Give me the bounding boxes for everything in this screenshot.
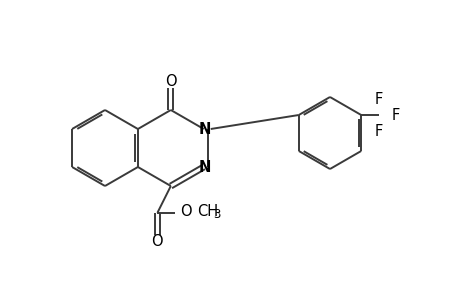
Text: F: F xyxy=(374,124,382,139)
Text: F: F xyxy=(391,107,399,122)
Text: CH: CH xyxy=(197,204,218,219)
Text: F: F xyxy=(374,92,382,106)
Text: O: O xyxy=(151,234,163,249)
Text: 3: 3 xyxy=(213,208,220,221)
Text: N: N xyxy=(198,160,211,175)
Text: O: O xyxy=(165,74,176,88)
Text: N: N xyxy=(198,122,211,136)
Text: O: O xyxy=(180,204,191,219)
